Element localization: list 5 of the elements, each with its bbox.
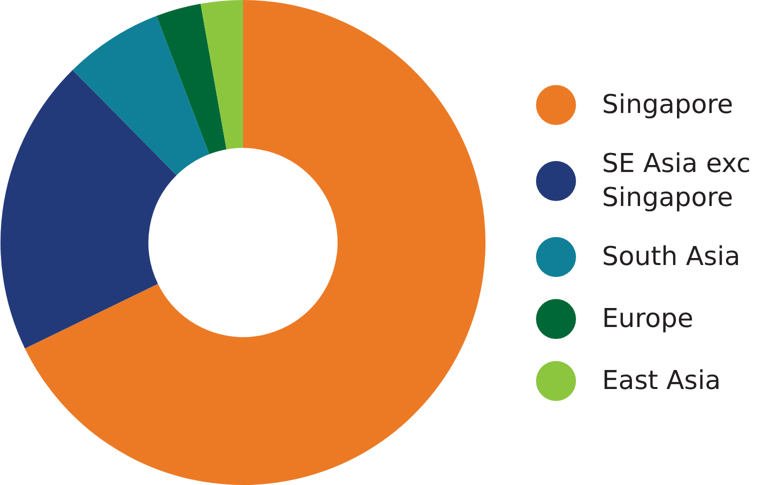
legend-label: East Asia <box>602 364 721 398</box>
legend-label: Europe <box>602 302 694 336</box>
legend-label: Singapore <box>602 88 734 122</box>
legend-label: SE Asia exc Singapore <box>602 148 752 214</box>
legend-label: South Asia <box>602 240 740 274</box>
